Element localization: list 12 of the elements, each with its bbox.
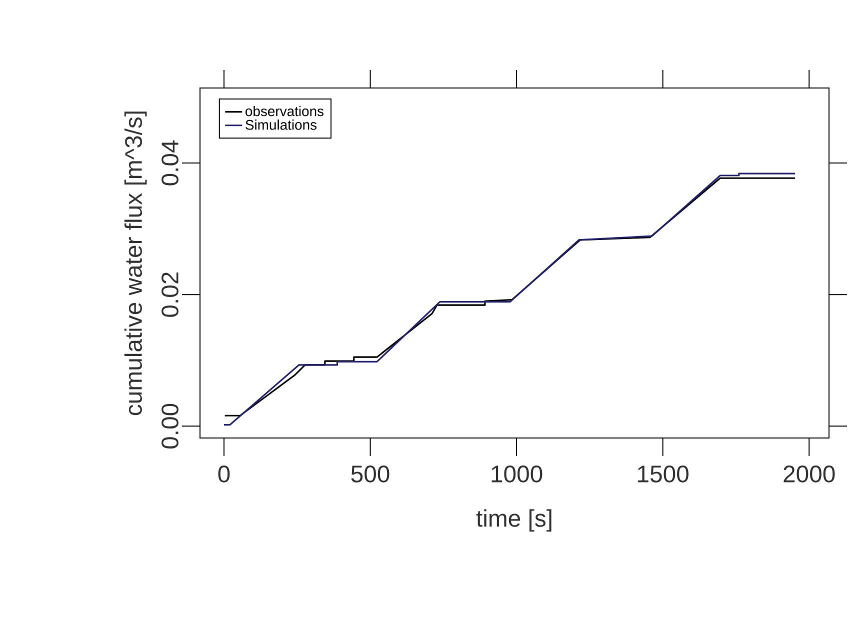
y-axis-title: cumulative water flux [m^3/s] bbox=[124, 112, 147, 416]
x-tick-label: 0 bbox=[218, 466, 230, 482]
y-tick-label: 0.02 bbox=[162, 272, 178, 317]
x-tick-label: 500 bbox=[351, 466, 390, 482]
y-tick-label: 0.00 bbox=[162, 404, 178, 448]
x-axis-title: time [s] bbox=[476, 509, 552, 532]
x-tick-label: 2000 bbox=[784, 466, 835, 482]
legend-label: Simulations bbox=[246, 120, 317, 130]
y-tick-label: 0.04 bbox=[162, 140, 178, 186]
x-tick-label: 1500 bbox=[638, 466, 688, 482]
legend-label: observations bbox=[246, 106, 324, 116]
x-tick-label: 1000 bbox=[492, 466, 542, 482]
